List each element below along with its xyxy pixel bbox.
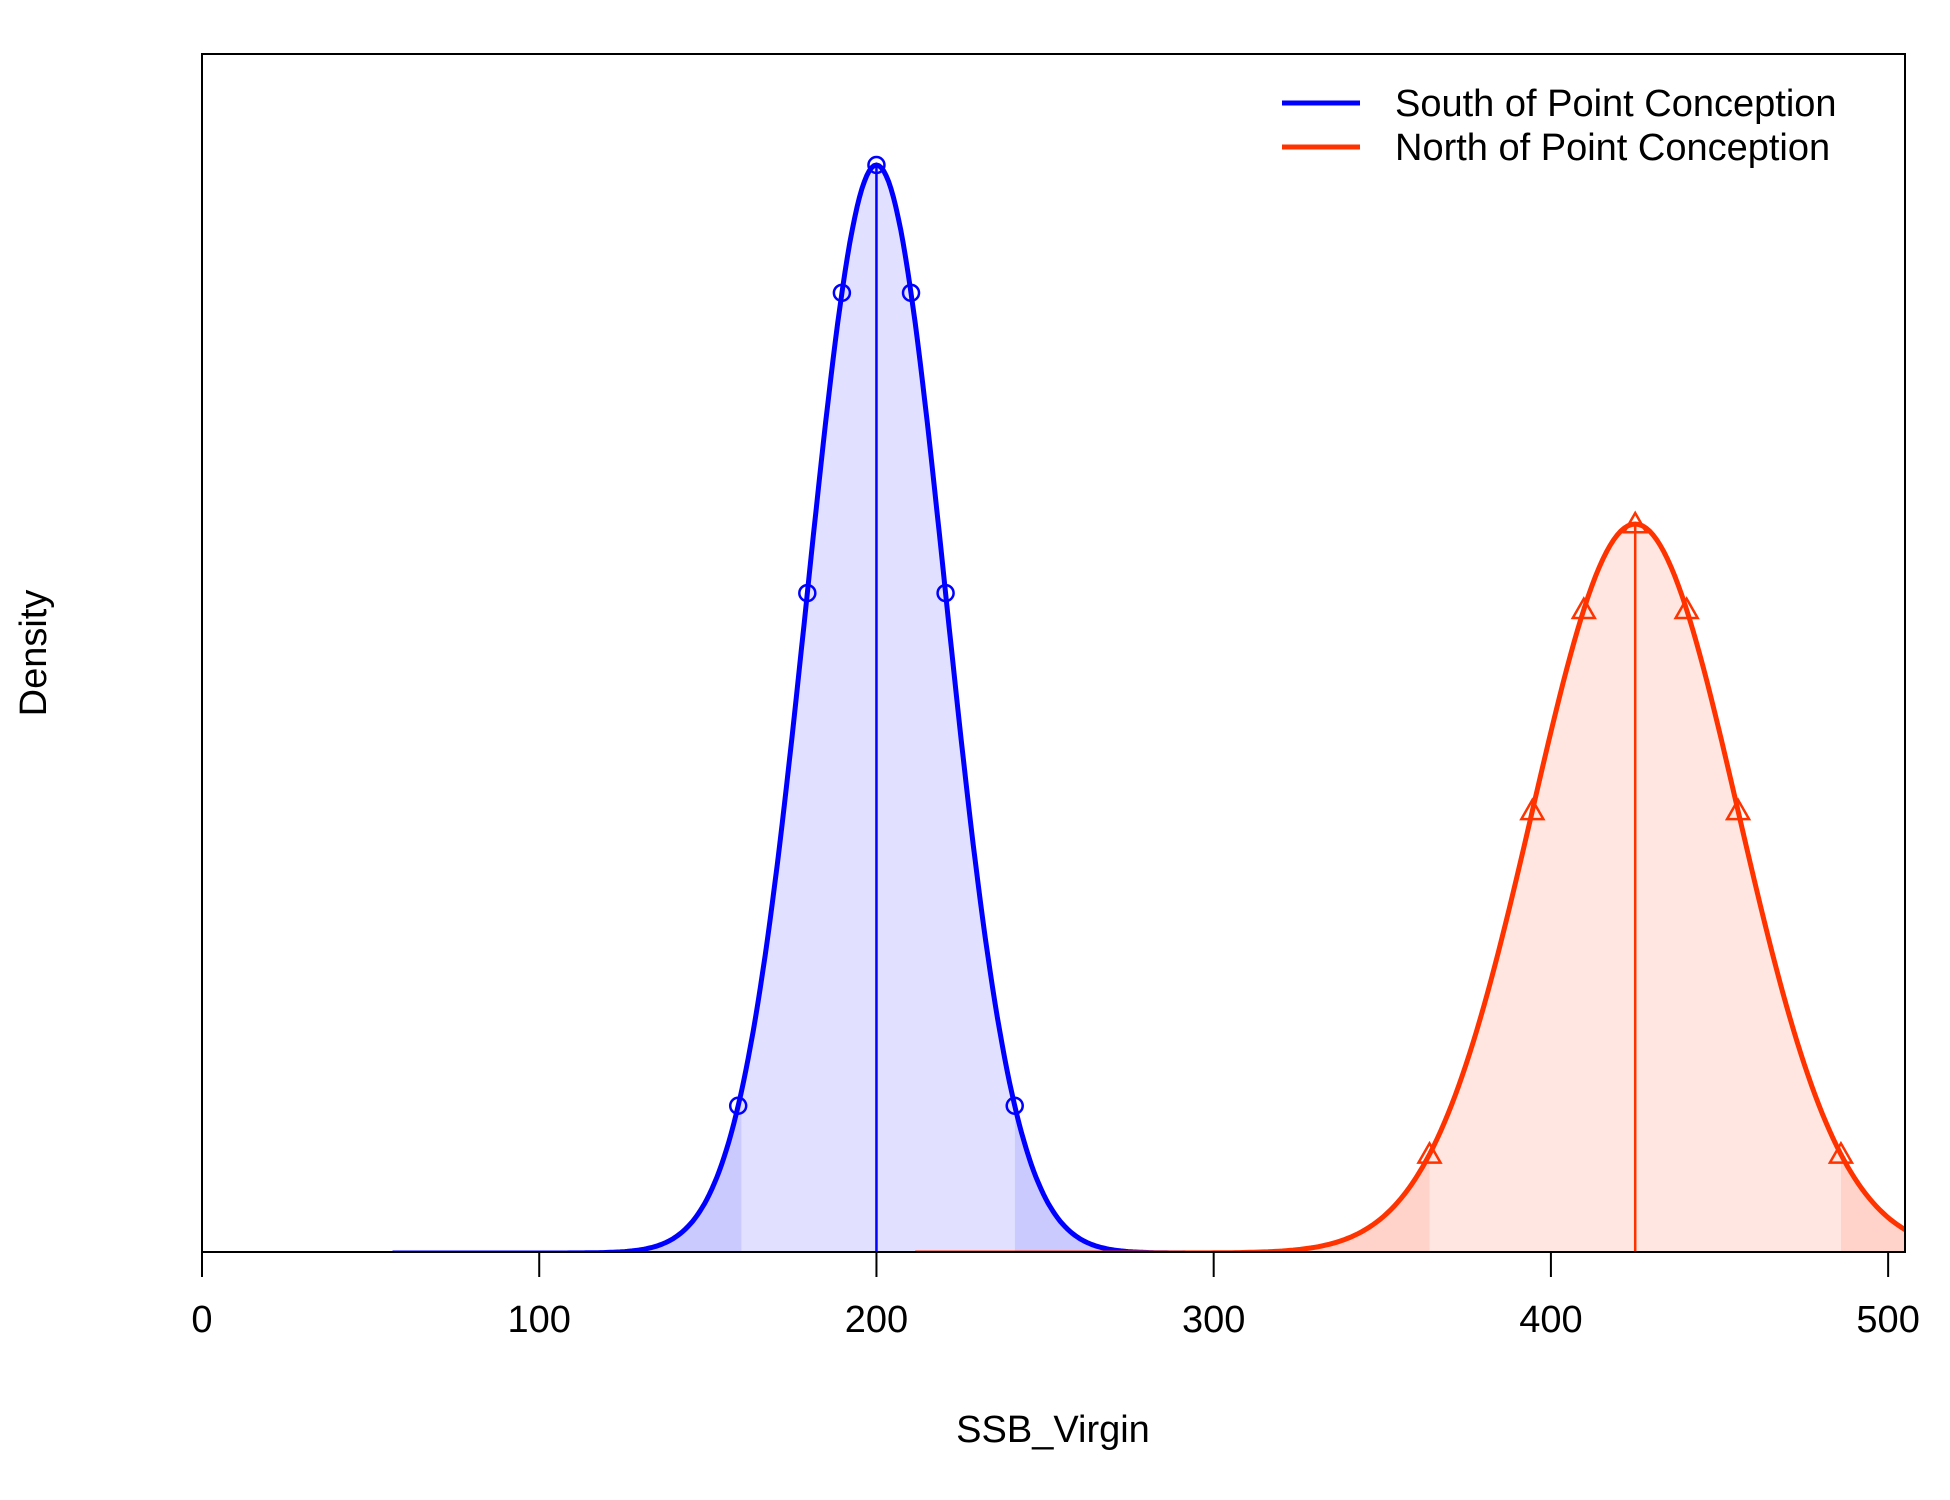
x-tick-label: 300 [1182, 1299, 1245, 1341]
point-marker [867, 155, 886, 175]
point-marker [1005, 1096, 1024, 1116]
lower-tail-fill [617, 1090, 742, 1252]
point-marker [832, 283, 852, 303]
upper-tail-fill [1840, 1154, 1905, 1252]
series-1 [202, 155, 1905, 1252]
point-marker [1673, 596, 1700, 620]
legend-label: North of Point Conception [1395, 127, 1830, 169]
point-marker [728, 1096, 748, 1116]
point-marker [1570, 596, 1597, 620]
point-marker [798, 583, 817, 603]
x-tick-label: 100 [508, 1299, 571, 1341]
interval-fill [741, 165, 1015, 1252]
point-marker [1724, 797, 1752, 821]
y-axis-title: Density [13, 590, 55, 717]
series-2 [202, 510, 1905, 1252]
point-marker [901, 283, 921, 303]
lower-tail-fill [1262, 1154, 1430, 1252]
legend-label: South of Point Conception [1395, 83, 1837, 125]
x-tick-label: 400 [1519, 1299, 1582, 1341]
density-curve [915, 521, 1905, 1252]
x-tick-label: 200 [845, 1299, 908, 1341]
upper-tail-fill [1014, 1105, 1136, 1252]
point-marker [1827, 1140, 1855, 1164]
point-marker [1622, 510, 1649, 534]
x-tick-label: 500 [1856, 1299, 1919, 1341]
point-marker [1519, 797, 1546, 821]
series-layer [202, 155, 1905, 1252]
x-axis: 0 100 200 300 400 500 [191, 1252, 1920, 1341]
point-marker [936, 583, 955, 603]
x-axis-title: SSB_Virgin [956, 1409, 1150, 1451]
plot-frame [201, 53, 1906, 1253]
point-marker [1416, 1140, 1443, 1164]
x-tick-label: 0 [191, 1299, 212, 1341]
